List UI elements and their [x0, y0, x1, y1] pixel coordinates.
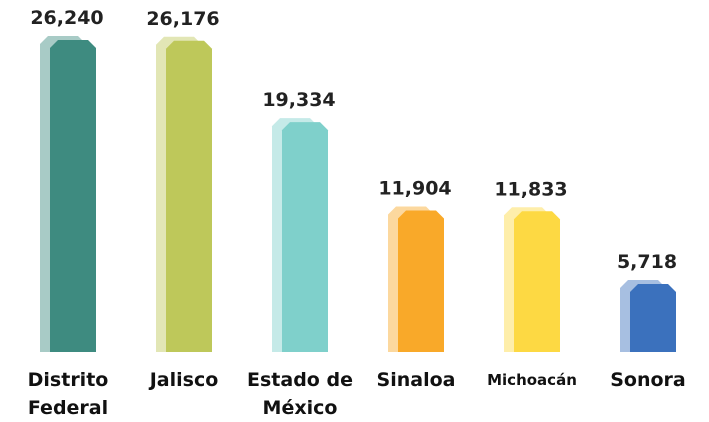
value-label: 26,240 — [30, 7, 103, 29]
value-label: 11,833 — [494, 178, 567, 200]
bar — [50, 40, 96, 352]
category-label: Estado de México — [247, 369, 353, 419]
value-label: 11,904 — [378, 177, 451, 199]
bar — [282, 122, 328, 353]
value-label: 5,718 — [617, 251, 677, 273]
value-label: 19,334 — [262, 89, 335, 111]
bar — [398, 210, 444, 352]
category-label: Michoacán — [487, 371, 577, 389]
value-label: 26,176 — [146, 8, 219, 30]
bar — [514, 211, 560, 352]
category-label: Jalisco — [149, 369, 219, 391]
category-label: Distrito Federal — [27, 369, 109, 419]
bar — [630, 284, 676, 352]
bar — [166, 40, 212, 352]
category-label: Sonora — [610, 369, 686, 391]
category-label: Sinaloa — [376, 369, 456, 391]
